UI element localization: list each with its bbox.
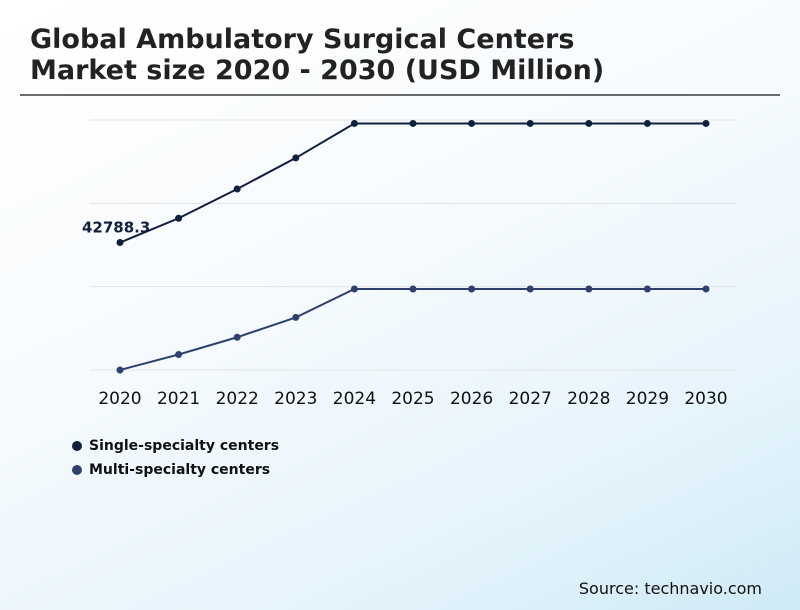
data-point bbox=[526, 285, 534, 293]
x-tick-label: 2026 bbox=[450, 389, 493, 409]
chart-title-line-2: Market size 2020 - 2030 (USD Million) bbox=[30, 55, 605, 86]
legend-item-single-specialty: Single-specialty centers bbox=[72, 434, 279, 458]
x-tick-label: 2029 bbox=[626, 389, 669, 409]
data-point bbox=[643, 119, 651, 127]
data-point bbox=[175, 350, 183, 358]
x-tick-label: 2027 bbox=[509, 389, 552, 409]
data-point bbox=[526, 119, 534, 127]
legend-marker-single-specialty bbox=[72, 441, 82, 451]
data-point bbox=[292, 313, 300, 321]
data-point bbox=[585, 119, 593, 127]
x-tick-label: 2020 bbox=[98, 389, 141, 409]
chart-title: Global Ambulatory Surgical Centers Marke… bbox=[30, 24, 770, 86]
data-point bbox=[702, 285, 710, 293]
chart-legend: Single-specialty centers Multi-specialty… bbox=[72, 434, 279, 482]
x-tick-label: 2024 bbox=[333, 389, 376, 409]
data-point bbox=[585, 285, 593, 293]
legend-label-multi-specialty: Multi-specialty centers bbox=[89, 462, 271, 478]
title-divider bbox=[20, 94, 780, 96]
data-point bbox=[702, 119, 710, 127]
legend-label-single-specialty: Single-specialty centers bbox=[89, 438, 280, 454]
data-point bbox=[350, 119, 358, 127]
legend-marker-multi-specialty bbox=[72, 465, 82, 475]
data-point bbox=[292, 154, 300, 162]
data-point bbox=[350, 285, 358, 293]
x-tick-label: 2025 bbox=[391, 389, 434, 409]
data-point bbox=[409, 119, 417, 127]
x-tick-label: 2023 bbox=[274, 389, 317, 409]
data-label: 42788.3 bbox=[82, 219, 150, 237]
data-point bbox=[175, 214, 183, 222]
x-tick-label: 2022 bbox=[216, 389, 259, 409]
data-point bbox=[233, 185, 241, 193]
data-point bbox=[233, 333, 241, 341]
data-point bbox=[468, 285, 476, 293]
data-point bbox=[643, 285, 651, 293]
data-point bbox=[468, 119, 476, 127]
x-tick-label: 2021 bbox=[157, 389, 200, 409]
chart-title-line-1: Global Ambulatory Surgical Centers bbox=[30, 24, 575, 55]
data-point bbox=[409, 285, 417, 293]
x-tick-label: 2028 bbox=[567, 389, 610, 409]
series-line bbox=[119, 287, 706, 371]
legend-item-multi-specialty: Multi-specialty centers bbox=[72, 458, 279, 482]
data-point bbox=[116, 239, 124, 247]
x-tick-label: 2030 bbox=[684, 389, 727, 409]
data-point bbox=[116, 366, 124, 374]
source-credit: Source: technavio.com bbox=[578, 579, 762, 598]
series-line bbox=[119, 122, 706, 244]
